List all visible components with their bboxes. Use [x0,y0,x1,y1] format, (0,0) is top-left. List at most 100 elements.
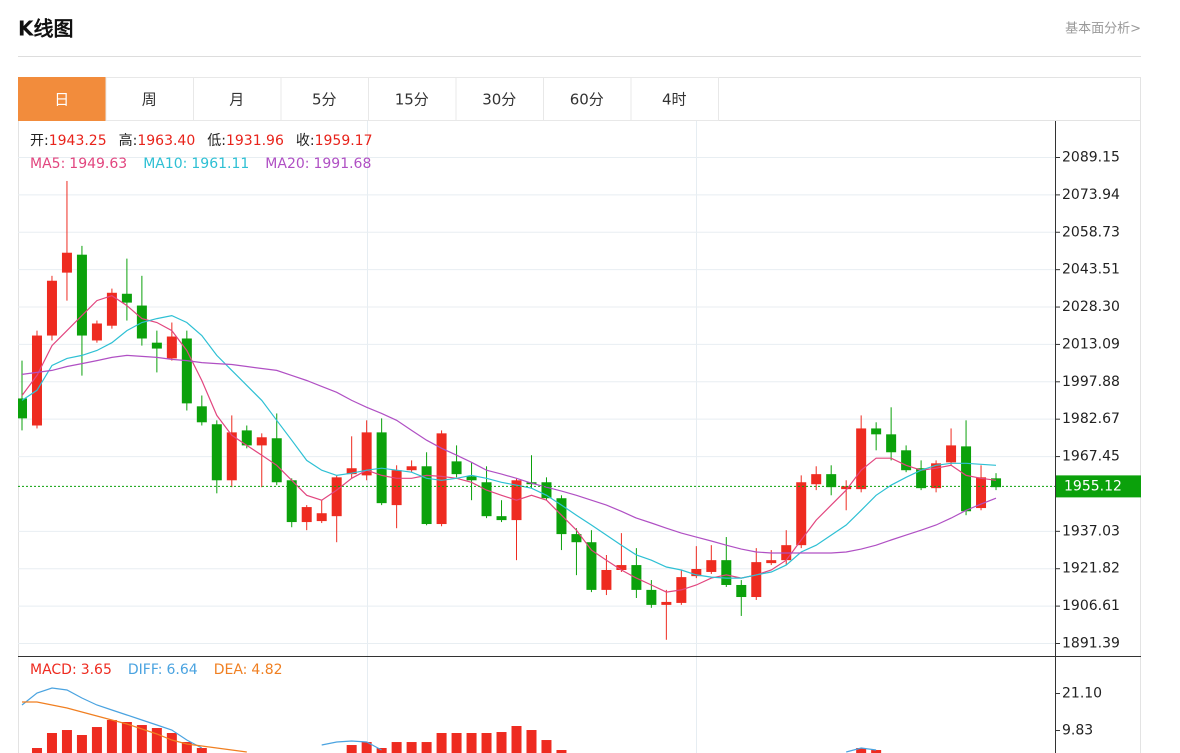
y-tick-label: 2013.09 [1062,336,1120,352]
tab[interactable] [543,77,632,121]
indicator-line [21,314,997,579]
info-label: 低: [207,133,226,149]
candle-body [796,482,807,546]
tab-label[interactable]: 15分 [395,91,429,109]
indicator-line [22,701,247,753]
y-tick-label: 2073.94 [1062,187,1120,203]
macd-bar [61,730,72,753]
legend-value: 6.64 [167,662,198,678]
y-tick-label: 1997.88 [1062,374,1120,390]
y-tick-label: 2028.30 [1062,299,1120,315]
fundamental-link[interactable]: 基本面分析> [1065,22,1141,37]
macd-bar [856,748,867,753]
macd-bar [31,748,42,753]
legend-name: DIFF: [128,662,163,678]
candle-body [646,589,657,605]
candle-body [481,482,492,517]
y-tick-label: 21.10 [1062,686,1102,702]
candle-body [706,560,717,572]
legend-value: 1949.63 [69,156,127,172]
candle-body [76,254,87,336]
candle-body [436,433,447,525]
info-value: 1963.40 [137,133,195,149]
candle-body [766,560,777,564]
tab-label[interactable]: 月 [229,91,244,109]
tab[interactable] [280,77,369,121]
tab-label[interactable]: 60分 [570,91,604,109]
info-label: 收: [296,133,315,149]
macd-bar [106,720,117,753]
legend: MACD: 3.65 DIFF: 6.64 DEA: 4.82 [30,662,283,678]
candle-body [256,437,267,446]
tab[interactable] [455,77,544,121]
candle-body [391,470,402,506]
ohlc-info: 开:1943.25 高:1963.40 低:1931.96 收:1959.17 [30,132,373,149]
candle-body [586,542,597,590]
candle-body [361,432,372,476]
indicator-line [21,687,877,753]
candle-body [841,486,852,490]
macd-panel [21,687,882,753]
candle-body [31,335,42,426]
candle-body [421,466,432,525]
candle-body [661,601,672,605]
legend-name: MA5: [30,156,65,172]
candle-body [331,477,342,517]
main-panel [18,157,1055,644]
candle-body [46,280,57,336]
macd-bar [421,742,432,753]
y-tick-label: 1937.03 [1062,523,1120,539]
y-tick-label: 2058.73 [1062,224,1120,240]
y-tick-label: 1906.61 [1062,598,1120,614]
candle-body [18,398,27,419]
macd-bar [406,742,417,753]
tab[interactable] [18,77,107,121]
last-price-label: 1955.12 [1064,478,1122,494]
candle-body [451,461,462,475]
y-tick-label: 1982.67 [1062,411,1120,427]
indicator-line [21,354,997,554]
candle-body [346,468,357,475]
tab-label[interactable]: 30分 [482,91,516,109]
y-tick-label: 2043.51 [1062,262,1120,278]
info-value: 1959.17 [315,133,373,149]
candle-body [181,338,192,404]
candle-body [736,584,747,598]
tab-label[interactable]: 4时 [662,91,687,109]
info-value: 1943.25 [49,133,107,149]
chart-frame [18,77,1141,753]
legend: MA5: 1949.63 MA10: 1961.11 MA20: 1991.68 [30,156,371,172]
y-tick-label: 1967.45 [1062,449,1120,465]
legend-value: 1991.68 [313,156,371,172]
macd-bar [511,726,522,753]
candle-body [211,424,222,481]
candle-body [541,482,552,499]
macd-bar [91,727,102,753]
tab-label[interactable]: 5分 [312,91,337,109]
tab[interactable] [368,77,457,121]
indicator-line [21,295,997,593]
macd-bar [181,742,192,753]
macd-bar [391,742,402,753]
tab[interactable] [630,77,719,121]
macd-bar [451,733,462,753]
macd-bar [136,725,147,753]
candle-body [121,293,132,303]
macd-bar [556,750,567,753]
legend-name: MACD: [30,662,77,678]
macd-bar [76,735,87,753]
legend-value: 1961.11 [191,156,249,172]
candle-body [931,463,942,489]
candle-body [166,336,177,359]
candle-body [916,468,927,489]
candle-body [871,428,882,435]
tab-label[interactable]: 日 [54,91,69,109]
macd-bar [526,730,537,753]
candle-body [961,446,972,512]
info-value: 1931.96 [226,133,284,149]
y-tick-label: 1921.82 [1062,561,1120,577]
macd-bar [346,745,357,753]
tab-label[interactable]: 周 [142,91,157,109]
